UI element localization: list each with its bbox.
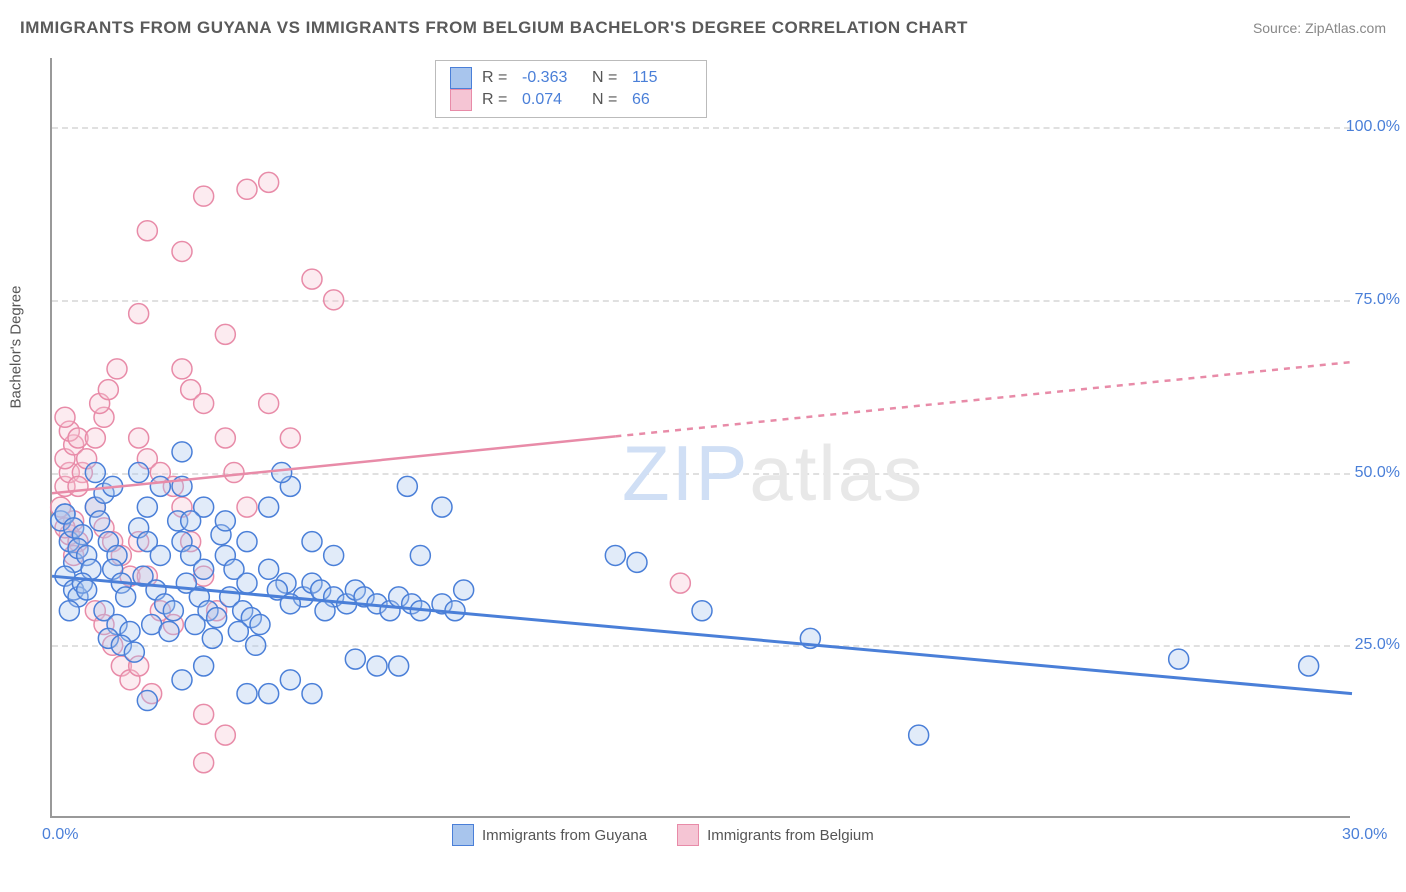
stat-r-guyana: -0.363 xyxy=(522,69,582,87)
stat-n-label2: N = xyxy=(592,91,622,109)
scatter-svg xyxy=(52,58,1352,818)
y-tick-label: 25.0% xyxy=(1355,636,1400,654)
y-tick-label: 50.0% xyxy=(1355,464,1400,482)
legend-item-guyana: Immigrants from Guyana xyxy=(452,824,647,846)
stats-row-guyana: R = -0.363 N = 115 xyxy=(450,67,692,89)
legend-label-guyana: Immigrants from Guyana xyxy=(482,827,647,844)
x-tick-label: 30.0% xyxy=(1342,826,1387,844)
swatch-stats-belgium xyxy=(450,89,472,111)
x-tick-label: 0.0% xyxy=(42,826,78,844)
plot-area: ZIPatlas Immigrants from Guyana Immigran… xyxy=(50,58,1350,818)
swatch-stats-guyana xyxy=(450,67,472,89)
legend-label-belgium: Immigrants from Belgium xyxy=(707,827,874,844)
stat-n-guyana: 115 xyxy=(632,69,692,87)
stats-row-belgium: R = 0.074 N = 66 xyxy=(450,89,692,111)
legend-item-belgium: Immigrants from Belgium xyxy=(677,824,874,846)
stat-r-belgium: 0.074 xyxy=(522,91,582,109)
y-axis-label: Bachelor's Degree xyxy=(8,286,25,409)
stat-n-belgium: 66 xyxy=(632,91,692,109)
y-tick-label: 100.0% xyxy=(1346,118,1400,136)
source-label: Source: ZipAtlas.com xyxy=(1253,20,1386,36)
stat-r-label: R = xyxy=(482,69,512,87)
stat-r-label2: R = xyxy=(482,91,512,109)
swatch-guyana xyxy=(452,824,474,846)
legend-bottom: Immigrants from Guyana Immigrants from B… xyxy=(452,824,874,846)
chart-title: IMMIGRANTS FROM GUYANA VS IMMIGRANTS FRO… xyxy=(20,18,968,38)
stats-box: R = -0.363 N = 115 R = 0.074 N = 66 xyxy=(435,60,707,118)
y-tick-label: 75.0% xyxy=(1355,291,1400,309)
stat-n-label: N = xyxy=(592,69,622,87)
swatch-belgium xyxy=(677,824,699,846)
